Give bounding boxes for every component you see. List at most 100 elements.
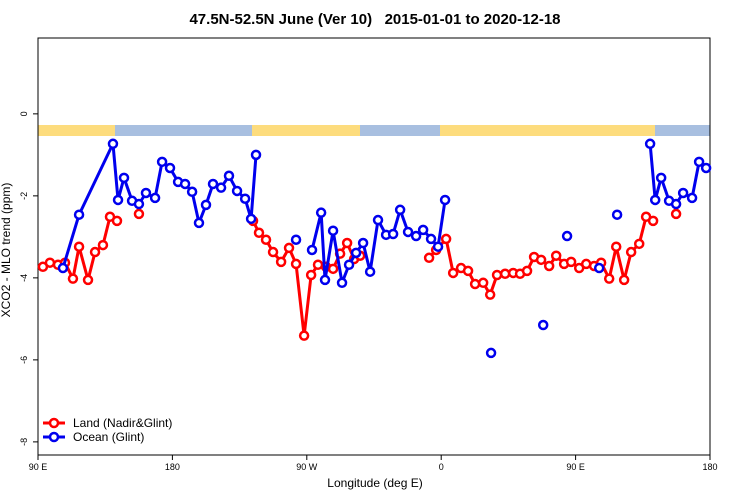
legend-label: Ocean (Glint) [73, 430, 144, 444]
data-point [336, 277, 348, 289]
data-point [164, 162, 176, 174]
data-point [670, 208, 682, 220]
data-point [440, 233, 452, 245]
data-point [82, 274, 94, 286]
data-point [484, 289, 496, 300]
data-point [535, 254, 547, 266]
data-point [593, 262, 605, 274]
data-point [319, 274, 331, 286]
data-point [700, 162, 712, 174]
data-point [267, 246, 279, 258]
x-tick-label: 180 [165, 462, 180, 472]
legend-marker [48, 417, 60, 429]
data-point [477, 277, 489, 289]
data-point [350, 247, 362, 259]
data-point [644, 138, 656, 150]
data-point [462, 265, 474, 277]
data-point [133, 208, 145, 220]
data-point [111, 215, 123, 227]
plot-frame [37, 37, 711, 456]
data-point [149, 192, 161, 204]
data-point [140, 187, 152, 199]
data-point [677, 187, 689, 199]
data-point [394, 204, 406, 216]
data-point [410, 230, 422, 242]
data-point [89, 246, 101, 258]
data-point [215, 182, 227, 193]
data-point [231, 185, 243, 197]
data-point [283, 242, 295, 254]
data-point [179, 178, 191, 190]
data-point [305, 269, 317, 281]
chart-title: 47.5N-52.5N June (Ver 10) 2015-01-01 to … [189, 11, 560, 28]
data-point [693, 156, 705, 168]
x-tick-label: 90 E [29, 462, 48, 472]
data-point [633, 238, 645, 250]
data-point [670, 198, 682, 210]
data-point [543, 260, 555, 272]
data-point [44, 257, 56, 268]
data-point [647, 215, 659, 227]
data-point [485, 347, 497, 359]
data-point [200, 199, 212, 211]
data-point [686, 192, 698, 204]
data-point [565, 256, 577, 268]
data-point [239, 193, 251, 204]
data-point [625, 246, 637, 258]
data-point [250, 149, 262, 161]
data-point [260, 234, 272, 245]
data-point [298, 330, 310, 341]
x-axis-label: Longitude (deg E) [327, 476, 422, 490]
data-point [312, 259, 324, 270]
data-point [207, 178, 219, 190]
data-point [290, 234, 302, 245]
data-point [364, 266, 376, 277]
data-point [439, 194, 451, 206]
data-point [447, 267, 459, 279]
data-point [327, 225, 339, 236]
data-point [402, 226, 414, 238]
data-point [611, 209, 623, 220]
y-axis-label: XCO2 - MLO trend (ppm) [0, 183, 13, 318]
data-point [521, 265, 533, 277]
data-point [73, 209, 85, 220]
data-point [357, 237, 369, 249]
data-point [253, 227, 265, 239]
data-point [491, 269, 503, 281]
data-point [156, 156, 168, 168]
legend-marker [48, 431, 60, 443]
data-point [341, 237, 353, 249]
data-point [193, 217, 205, 229]
y-tick-label: -4 [19, 274, 29, 282]
data-point [327, 263, 339, 275]
data-point [655, 172, 667, 184]
data-point [67, 273, 79, 284]
data-point [315, 207, 327, 218]
data-point [223, 170, 235, 182]
data-point [610, 241, 622, 252]
data-point [112, 194, 124, 206]
data-point [387, 228, 399, 240]
data-point [469, 278, 481, 290]
y-tick-label: -2 [19, 192, 29, 200]
data-point [186, 186, 198, 198]
data-point [343, 259, 355, 270]
data-point [550, 250, 562, 261]
data-point [603, 273, 615, 284]
data-point [290, 258, 302, 270]
x-tick-label: 90 W [296, 462, 318, 472]
x-tick-label: 180 [702, 462, 717, 472]
land-mask-strip [38, 125, 710, 136]
data-point [245, 213, 257, 225]
data-point [537, 319, 549, 331]
data-point [73, 241, 85, 252]
data-point [107, 138, 119, 150]
data-point [275, 256, 287, 268]
x-tick-label: 90 E [566, 462, 585, 472]
data-point [423, 252, 435, 264]
data-point [432, 241, 444, 252]
y-tick-label: 0 [19, 111, 29, 116]
data-point [97, 239, 109, 251]
